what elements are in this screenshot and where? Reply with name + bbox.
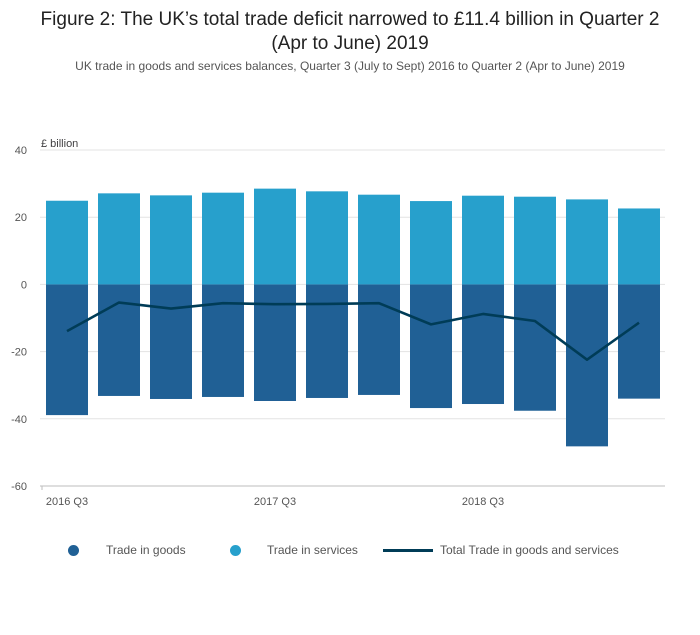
y-tick-label: 20 <box>15 212 27 224</box>
bar-services <box>202 192 244 285</box>
bar-goods <box>410 284 452 409</box>
y-tick-label: 40 <box>15 145 27 157</box>
bar-services <box>254 188 296 285</box>
bar-goods <box>358 284 400 395</box>
x-tick-label: 2016 Q3 <box>46 496 88 508</box>
chart-title: Figure 2: The UK’s total trade deficit n… <box>40 9 660 54</box>
bar-goods <box>514 284 556 411</box>
bars <box>46 188 660 447</box>
bar-goods <box>46 284 88 416</box>
bar-goods <box>306 284 348 398</box>
y-axis-unit-label: £ billion <box>41 138 78 150</box>
legend-item-total: Total Trade in goods and services <box>383 538 619 562</box>
bar-services <box>462 195 504 285</box>
bar-goods <box>462 284 504 405</box>
legend-total-label: Total Trade in goods and services <box>440 543 619 557</box>
bar-goods <box>254 284 296 401</box>
bar-goods <box>618 284 660 399</box>
y-tick-label: 0 <box>21 279 27 291</box>
y-tick-label: -40 <box>11 414 27 426</box>
bar-services <box>358 194 400 285</box>
gridlines <box>40 149 665 487</box>
legend-goods-label: Trade in goods <box>106 543 186 557</box>
x-axis-ticks: 2016 Q3 2017 Q3 2018 Q3 <box>41 486 504 508</box>
total-trade-line <box>66 301 640 361</box>
bar-goods <box>202 284 244 397</box>
x-tick-label: 2017 Q3 <box>254 496 296 508</box>
bar-services <box>410 201 452 285</box>
legend-goods-swatch <box>68 544 79 556</box>
bar-services <box>566 199 608 285</box>
bar-services <box>618 208 660 285</box>
chart-subtitle: UK trade in goods and services balances,… <box>75 59 625 73</box>
x-tick-label: 2018 Q3 <box>462 496 504 508</box>
legend: Trade in goods Trade in services Total T… <box>0 538 700 562</box>
bar-services <box>514 196 556 285</box>
legend-total-swatch <box>383 548 433 552</box>
y-tick-label: -60 <box>11 481 27 493</box>
bar-services <box>46 200 88 285</box>
bar-goods <box>566 284 608 447</box>
bar-services <box>150 195 192 285</box>
legend-services-swatch <box>230 544 241 556</box>
bar-goods <box>150 284 192 399</box>
legend-item-services: Trade in services <box>230 538 358 562</box>
bar-services <box>306 191 348 285</box>
total-line-layer <box>66 301 640 361</box>
bar-goods <box>98 284 140 396</box>
y-axis-ticks: 40 20 0 -20 -40 -60 <box>11 145 27 493</box>
bar-services <box>98 193 140 285</box>
legend-services-label: Trade in services <box>267 543 358 557</box>
legend-item-goods: Trade in goods <box>68 538 186 562</box>
y-tick-label: -20 <box>11 347 27 359</box>
